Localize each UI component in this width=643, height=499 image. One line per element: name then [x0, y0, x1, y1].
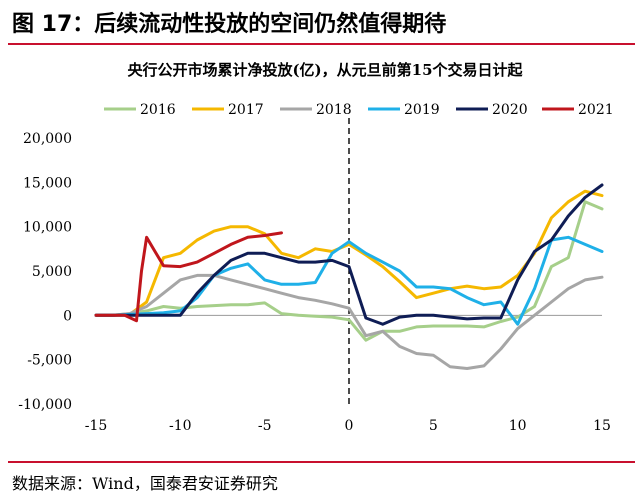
series-line-2018 [94, 273, 604, 370]
y-tick-label: -10,000 [18, 397, 72, 413]
legend-item-2019: 2019 [368, 102, 440, 118]
series-line-2019 [94, 235, 604, 326]
chart-title: 央行公开市场累计净投放(亿)，从元旦前第15个交易日计起 [127, 61, 523, 79]
legend-label: 2016 [140, 102, 176, 118]
y-tick-label: 20,000 [23, 131, 72, 147]
legend-label: 2021 [578, 102, 614, 118]
legend-label: 2018 [316, 102, 352, 118]
series-group [94, 183, 604, 370]
legend: 2016 2017 2018 2019 2020 2021 [104, 102, 614, 118]
y-tick-label: -5,000 [27, 353, 72, 369]
axes: -10,000 -5,000 0 5,000 10,000 15,000 20,000 -15… [18, 118, 611, 434]
legend-item-2020: 2020 [456, 102, 528, 118]
y-tick-label: 10,000 [23, 220, 72, 236]
x-tick-label: 10 [509, 418, 527, 434]
chart-svg: 央行公开市场累计净投放(亿)，从元旦前第15个交易日计起 2016 2017 201… [18, 61, 614, 434]
legend-label: 2020 [492, 102, 528, 118]
figure-title: 图 17：后续流动性投放的空间仍然值得期待 [12, 12, 447, 37]
series-line-2016 [94, 200, 604, 342]
chart: 央行公开市场累计净投放(亿)，从元旦前第15个交易日计起 2016 2017 201… [0, 46, 643, 458]
source-note: 数据来源：Wind，国泰君安证券研究 [12, 474, 278, 493]
x-tick-label: -10 [169, 418, 192, 434]
legend-item-2017: 2017 [192, 102, 264, 118]
y-tick-label: 0 [63, 308, 72, 324]
x-tick-label: 0 [345, 418, 354, 434]
legend-item-2016: 2016 [104, 102, 176, 118]
series-line-2020 [94, 183, 604, 326]
x-tick-label: -5 [258, 418, 272, 434]
title-rule [8, 43, 635, 45]
legend-label: 2017 [228, 102, 264, 118]
series-line-2021 [94, 231, 283, 323]
x-tick-label: 15 [593, 418, 611, 434]
y-tick-label: 15,000 [23, 175, 72, 191]
footer-rule [8, 461, 635, 463]
series-line-2017 [94, 189, 604, 317]
x-tick-label: -15 [85, 418, 108, 434]
x-tick-label: 5 [429, 418, 438, 434]
legend-item-2021: 2021 [542, 102, 614, 118]
legend-item-2018: 2018 [280, 102, 352, 118]
y-tick-label: 5,000 [32, 264, 72, 280]
legend-label: 2019 [404, 102, 440, 118]
